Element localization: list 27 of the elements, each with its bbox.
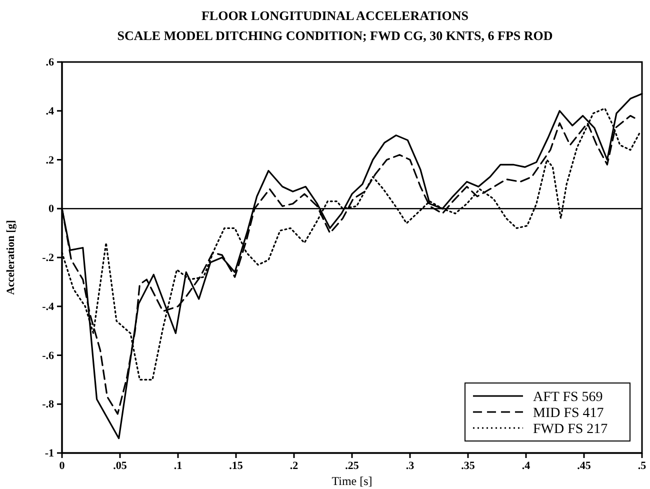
x-tick-label: .25 (345, 460, 360, 472)
x-tick-label: .3 (406, 460, 415, 472)
y-tick-label: 0 (48, 203, 54, 216)
x-tick-label: .2 (290, 460, 299, 472)
y-axis-title: Acceleration [g] (5, 220, 17, 295)
x-tick-label: 0 (59, 460, 66, 472)
legend-label: FWD FS 217 (533, 422, 608, 437)
chart-subtitle: SCALE MODEL DITCHING CONDITION; FWD CG, 30 KNTS, 6 FPS ROD (117, 28, 553, 43)
x-tick-label: .05 (113, 460, 128, 472)
legend-label: AFT FS 569 (533, 390, 603, 405)
chart-title: FLOOR LONGITUDINAL ACCELERATIONS (201, 8, 469, 23)
x-tick-label: .35 (461, 460, 476, 472)
y-tick-label: -.2 (42, 252, 54, 264)
x-tick-label: .15 (229, 460, 244, 472)
y-tick-label: -.6 (42, 350, 54, 362)
y-tick-label: .2 (46, 154, 54, 166)
x-axis-title: Time [s] (332, 474, 372, 488)
x-tick-label: .1 (174, 460, 182, 472)
x-tick-label: .4 (522, 460, 531, 472)
legend-label: MID FS 417 (533, 406, 604, 421)
y-tick-label: -1 (44, 448, 54, 460)
x-tick-label: .45 (577, 460, 592, 472)
y-tick-label: -.4 (42, 300, 54, 313)
x-tick-label: .5 (638, 460, 647, 472)
y-tick-label: .4 (46, 105, 54, 118)
y-tick-label: -.8 (42, 398, 54, 411)
y-tick-label: .6 (46, 56, 54, 69)
